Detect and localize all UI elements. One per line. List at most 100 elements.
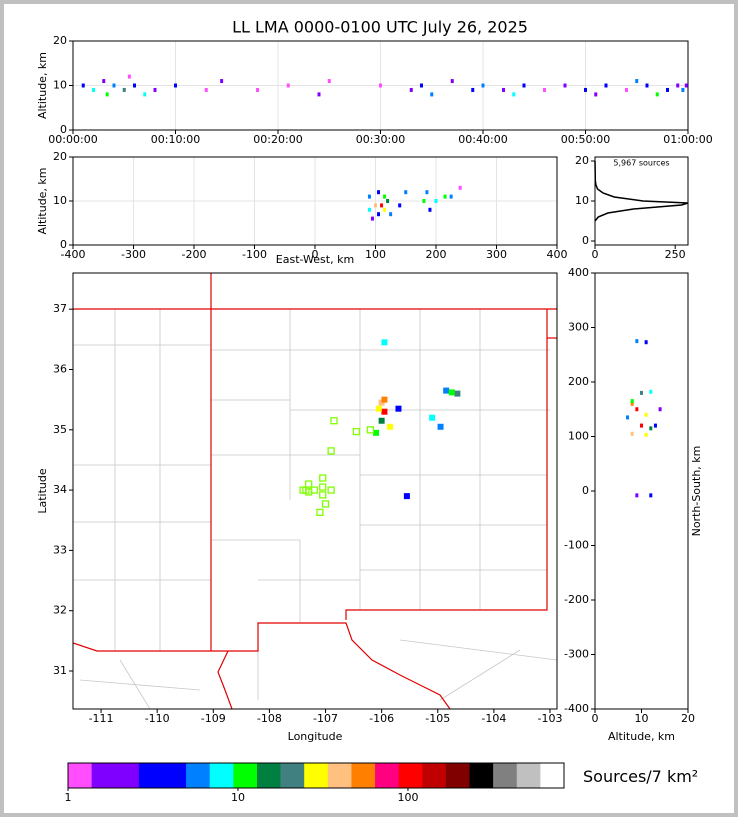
station: [330, 417, 338, 425]
source: [635, 493, 639, 498]
y-tick-label: 300: [568, 321, 589, 334]
colorbar-tick-label: 10: [231, 791, 245, 804]
axes-frame: [72, 40, 689, 131]
source: [317, 92, 321, 97]
source: [434, 199, 438, 203]
source: [387, 423, 394, 430]
station: [366, 426, 375, 434]
source: [563, 83, 567, 88]
colorbar-cell: [351, 763, 376, 788]
source: [640, 423, 643, 428]
station: [352, 427, 361, 436]
station: [321, 500, 330, 508]
source: [454, 390, 461, 397]
source: [377, 212, 381, 217]
source: [676, 83, 680, 88]
x-tick-label: -106: [369, 712, 394, 725]
y-axis-label: North-South, km: [690, 446, 703, 537]
y-tick-label: 36: [53, 362, 67, 375]
colorbar-cell: [540, 763, 565, 788]
source: [443, 194, 447, 199]
y-tick-label: 10: [575, 194, 589, 207]
y-tick-label: 0: [60, 123, 67, 136]
source: [92, 87, 95, 92]
colorbar-cell: [516, 763, 541, 788]
source: [430, 92, 434, 97]
y-tick-label: 35: [53, 423, 67, 436]
axes-frame: [72, 272, 558, 710]
source: [367, 194, 371, 199]
source: [381, 339, 388, 346]
source: [425, 190, 429, 195]
colorbar-cell: [115, 763, 140, 788]
source: [649, 493, 653, 498]
x-tick-label: -111: [89, 712, 114, 725]
source: [327, 79, 331, 84]
altitude-histogram: [594, 160, 689, 222]
y-tick-label: -200: [564, 593, 589, 606]
border-mexico: [73, 622, 451, 709]
colorbar-cell: [304, 763, 329, 788]
source: [584, 87, 587, 92]
x-tick-label: 10: [635, 712, 649, 725]
x-axis-label: East-West, km: [276, 253, 354, 266]
figure-title: LL LMA 0000-0100 UTC July 26, 2025: [232, 18, 528, 37]
y-tick-label: 31: [53, 664, 67, 677]
x-tick-label: 300: [486, 248, 507, 261]
y-tick-label: 20: [53, 34, 67, 47]
axes-frame: [594, 272, 689, 710]
x-tick-label: -300: [121, 248, 146, 261]
source: [409, 87, 413, 92]
source: [450, 79, 454, 84]
y-tick-label: -100: [564, 539, 589, 552]
x-tick-label: 01:00:00: [663, 133, 712, 146]
source: [644, 412, 648, 417]
colorbar-cell: [327, 763, 352, 788]
colorbar-cell: [91, 763, 116, 788]
source: [471, 87, 475, 92]
source: [404, 190, 408, 195]
canvas: [4, 4, 734, 813]
source: [370, 216, 374, 221]
source: [381, 408, 388, 415]
source: [105, 92, 109, 97]
source: [286, 83, 290, 88]
source: [658, 407, 662, 412]
source: [81, 83, 85, 88]
source: [378, 417, 385, 424]
x-tick-label: -107: [313, 712, 338, 725]
x-tick-label: -105: [425, 712, 450, 725]
x-tick-label: -110: [145, 712, 170, 725]
x-tick-label: 00:40:00: [458, 133, 507, 146]
source: [653, 423, 657, 428]
y-tick-label: -300: [564, 648, 589, 661]
y-tick-label: 34: [53, 483, 67, 496]
source: [666, 87, 669, 92]
annotation: 5,967 sources: [613, 159, 669, 168]
source: [635, 79, 639, 84]
source: [403, 493, 410, 500]
y-tick-label: 20: [575, 154, 589, 167]
axes-frame: [594, 156, 689, 246]
source: [543, 87, 546, 92]
source: [383, 194, 387, 199]
source: [630, 401, 634, 406]
source: [127, 74, 131, 79]
colorbar-tick-label: 1: [65, 791, 72, 804]
y-tick-label: 0: [582, 234, 589, 247]
x-tick-label: 00:00:00: [48, 133, 97, 146]
x-tick-label: -100: [242, 248, 267, 261]
source: [102, 79, 106, 84]
colorbar-title: Sources/7 km²: [583, 767, 698, 786]
panel: 0 250 0 10 20 5,967 sources: [575, 154, 689, 261]
x-tick-label: 20: [681, 712, 695, 725]
source: [420, 83, 423, 88]
x-tick-label: 0: [312, 248, 319, 261]
source: [644, 340, 648, 345]
panel: 00:00:00 00:10:00 00:20:00 00:30:00 00:40:00…: [36, 34, 713, 146]
source: [502, 87, 505, 92]
y-tick-label: 100: [568, 430, 589, 443]
y-tick-label: 32: [53, 604, 67, 617]
station: [319, 483, 327, 491]
